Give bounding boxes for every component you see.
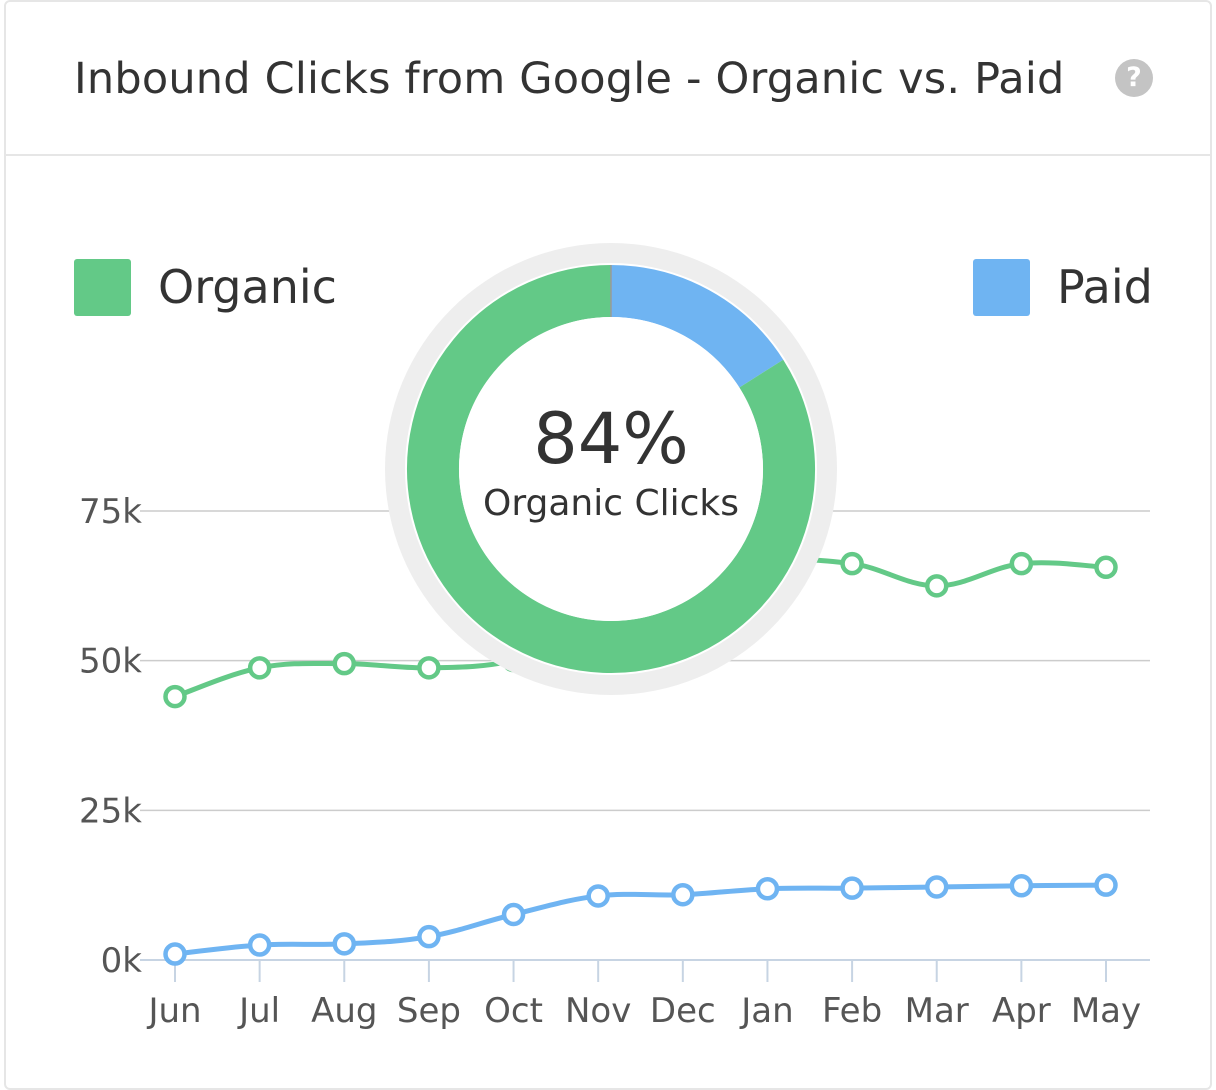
donut-overlay: 84%Organic Clicks bbox=[385, 243, 837, 695]
data-point-organic bbox=[332, 651, 357, 676]
x-tick-label: Apr bbox=[992, 991, 1051, 1031]
data-point-organic bbox=[924, 574, 949, 598]
data-point-organic bbox=[247, 656, 272, 680]
donut-value-text: 84% bbox=[533, 398, 689, 480]
legend-swatch-paid bbox=[973, 258, 1030, 316]
x-tick-label: Sep bbox=[397, 991, 461, 1031]
series-line-paid bbox=[174, 882, 1107, 957]
x-tick-label: Jul bbox=[237, 991, 280, 1031]
grid-layer: 0k 25k 50k 75k Jun Jul Aug Sep Oct Nov Dec Jan Feb Ma… bbox=[79, 492, 1150, 1031]
data-point-paid bbox=[840, 876, 864, 900]
legend-swatch-organic bbox=[74, 258, 131, 316]
data-point-paid bbox=[924, 875, 949, 899]
x-tick-label: Jan bbox=[739, 991, 793, 1031]
donut-hole bbox=[459, 317, 763, 621]
donut-slice-paid bbox=[610, 265, 784, 389]
x-tick-label: Dec bbox=[650, 991, 716, 1031]
x-tick-label: Nov bbox=[565, 991, 631, 1031]
x-tick-label: Feb bbox=[822, 991, 882, 1031]
legend-label-paid: Paid bbox=[1057, 260, 1153, 314]
donut-slice-organic bbox=[407, 265, 815, 673]
widget-header: Inbound Clicks from Google - Organic vs.… bbox=[6, 2, 1210, 156]
legend-item-organic[interactable]: Organic bbox=[74, 258, 337, 316]
question-circle-icon[interactable]: ? bbox=[1115, 59, 1153, 97]
widget-title: Inbound Clicks from Google - Organic vs.… bbox=[74, 54, 1065, 104]
data-point-paid bbox=[671, 882, 695, 907]
data-point-paid bbox=[163, 942, 187, 966]
x-tick-label: May bbox=[1071, 991, 1141, 1031]
data-point-organic bbox=[417, 656, 441, 680]
data-point-paid bbox=[417, 924, 441, 949]
series-paid bbox=[163, 873, 1118, 966]
data-point-paid bbox=[501, 902, 526, 927]
data-point-organic bbox=[163, 684, 187, 709]
data-point-organic bbox=[1009, 551, 1034, 576]
data-point-paid bbox=[586, 884, 610, 908]
data-point-paid bbox=[1094, 873, 1118, 897]
x-tick-label: Aug bbox=[311, 991, 377, 1031]
x-tick-label: Mar bbox=[905, 991, 969, 1031]
donut-label-text: Organic Clicks bbox=[483, 483, 739, 524]
data-point-paid bbox=[332, 932, 357, 956]
data-point-organic bbox=[840, 551, 864, 576]
data-point-paid bbox=[247, 933, 272, 957]
legend-item-paid[interactable]: Paid bbox=[973, 258, 1153, 316]
y-tick-label: 75k bbox=[79, 492, 142, 532]
data-point-paid bbox=[1009, 874, 1034, 898]
x-tick-label: Oct bbox=[484, 991, 543, 1031]
data-point-organic bbox=[1094, 555, 1118, 580]
legend-label-organic: Organic bbox=[158, 260, 337, 314]
y-tick-label: 50k bbox=[79, 642, 142, 682]
y-tick-label: 25k bbox=[79, 791, 142, 831]
y-tick-label: 0k bbox=[101, 941, 143, 981]
x-tick-label: Jun bbox=[146, 991, 201, 1031]
data-point-paid bbox=[755, 877, 780, 901]
